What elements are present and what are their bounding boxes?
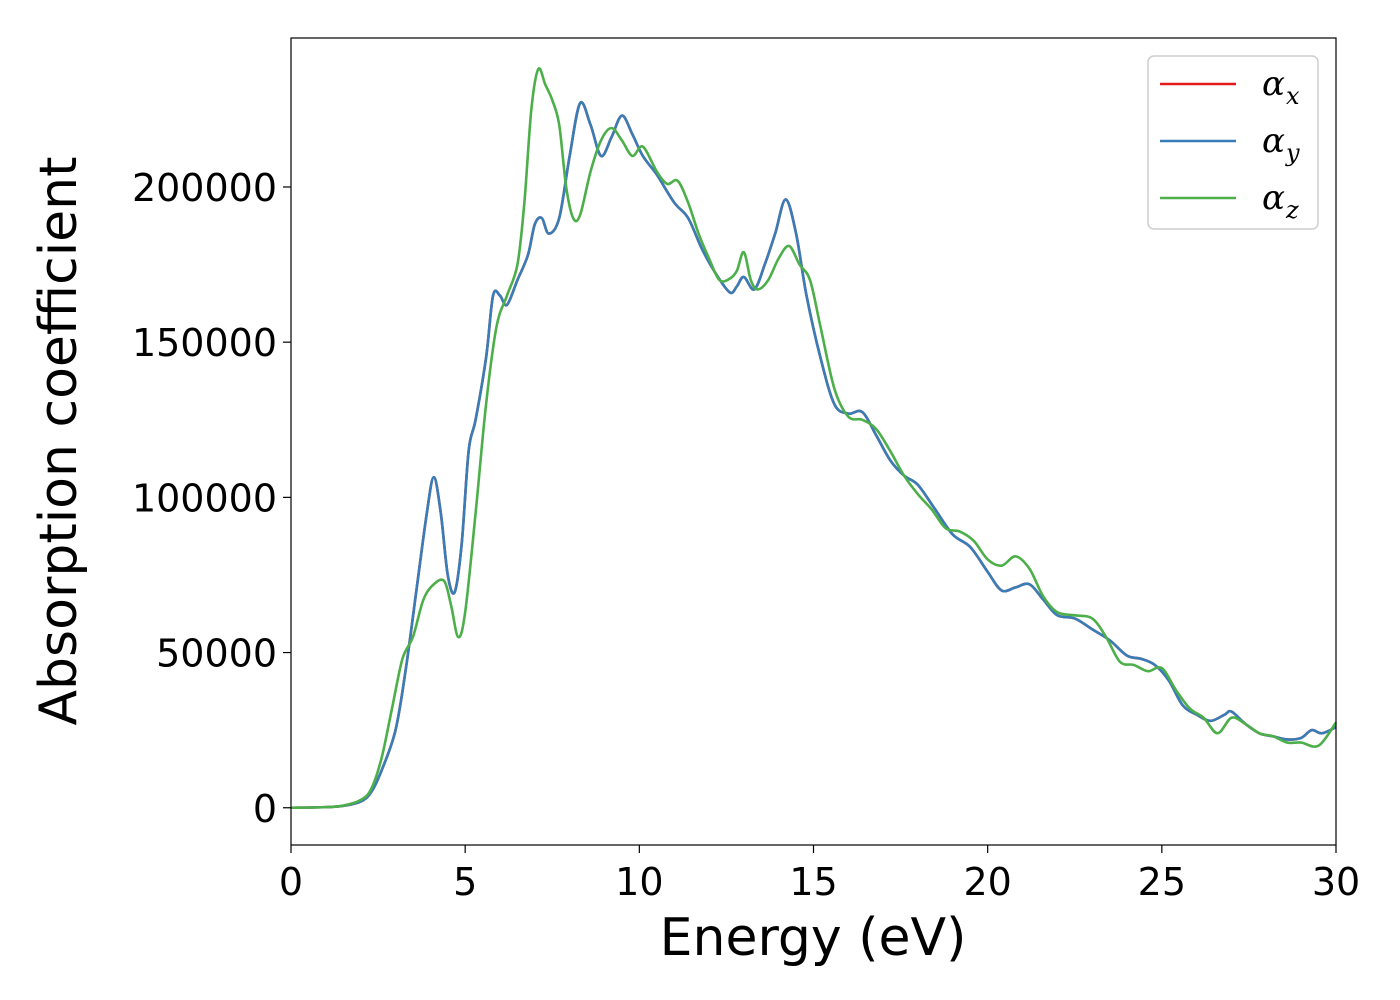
x-tick-label: 0: [279, 860, 303, 904]
y-axis-ticks: 0 50000 100000 150000 200000: [132, 166, 291, 831]
y-tick-label: 200000: [132, 166, 277, 210]
x-tick-label: 30: [1312, 860, 1360, 904]
x-tick-label: 10: [615, 860, 663, 904]
y-tick-label: 150000: [132, 321, 277, 365]
series-layer: [290, 67, 1338, 810]
y-tick-label: 0: [253, 787, 277, 831]
legend-label-y: αy: [1262, 121, 1300, 167]
series-line-z: [290, 67, 1338, 810]
x-tick-label: 5: [453, 860, 477, 904]
x-axis-ticks: 0 5 10 15 20 25 30: [279, 845, 1360, 904]
x-tick-label: 15: [789, 860, 837, 904]
legend-label-x: αx: [1262, 64, 1300, 110]
legend-box: [1147, 55, 1319, 230]
y-axis-label: Absorption coefficient: [29, 156, 89, 725]
x-axis-label: Energy (eV): [660, 908, 967, 968]
x-tick-label: 25: [1138, 860, 1186, 904]
y-tick-label: 100000: [132, 476, 277, 520]
legend: αx αy αz: [1147, 55, 1319, 230]
x-tick-label: 20: [963, 860, 1011, 904]
y-tick-label: 50000: [156, 632, 277, 676]
legend-label-z: αz: [1262, 178, 1299, 224]
series-line-y: [290, 100, 1337, 810]
